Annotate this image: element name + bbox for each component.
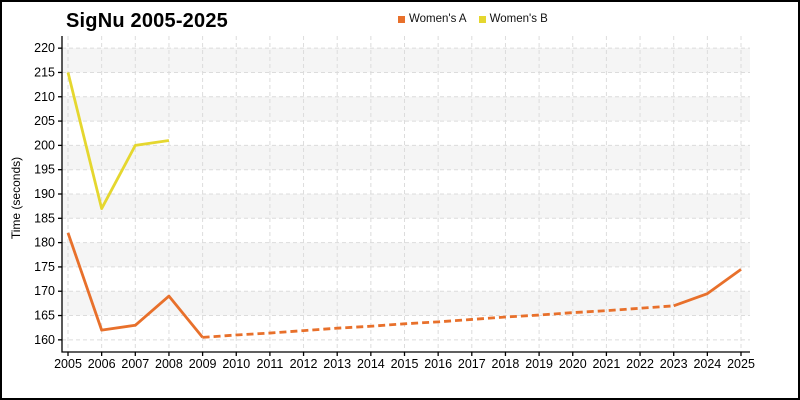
plot-band (62, 96, 750, 122)
legend-marker-womens-b (478, 15, 486, 23)
plot-band (62, 194, 750, 219)
plot-band (62, 242, 750, 267)
legend-label-womens-a: Women's A (409, 13, 467, 25)
y-tick-label: 200 (34, 138, 55, 152)
y-tick-label: 165 (34, 309, 55, 323)
x-tick-label: 2006 (88, 357, 116, 371)
y-tick-label: 160 (34, 333, 55, 347)
y-tick-label: 185 (34, 211, 55, 225)
x-tick-label: 2008 (155, 357, 183, 371)
x-tick-label: 2020 (559, 357, 587, 371)
x-tick-label: 2015 (391, 357, 419, 371)
legend-item-womens-b: Women's B (478, 13, 548, 25)
x-tick-label: 2023 (660, 357, 688, 371)
legend: Women's A Women's B (398, 13, 548, 25)
x-tick-label: 2017 (458, 357, 486, 371)
y-tick-label: 180 (34, 236, 55, 250)
x-tick-label: 2009 (189, 357, 217, 371)
x-tick-label: 2014 (357, 357, 385, 371)
x-tick-label: 2019 (525, 357, 553, 371)
x-tick-label: 2016 (424, 357, 452, 371)
y-tick-label: 190 (34, 187, 55, 201)
legend-marker-womens-a (398, 15, 405, 23)
series-line-women-s-b (66, 72, 170, 210)
plot-band (62, 48, 750, 73)
y-tick-label: 215 (34, 65, 55, 79)
x-tick-label: 2010 (222, 357, 250, 371)
x-tick-label: 2018 (492, 357, 520, 371)
plot-band (62, 145, 750, 170)
series-line-women-s-a (202, 304, 674, 339)
x-tick-label: 2012 (290, 357, 318, 371)
axis-lines (61, 36, 750, 353)
x-tick-label: 2022 (626, 357, 654, 371)
x-tick-label: 2025 (727, 357, 755, 371)
y-tick-label: 205 (34, 114, 55, 128)
x-tick-label: 2024 (693, 357, 721, 371)
y-tick-label: 220 (34, 41, 55, 55)
y-tick-label: 210 (34, 90, 55, 104)
x-tick-label: 2021 (592, 357, 620, 371)
series-line-women-s-a (673, 268, 742, 308)
y-tick-label: 170 (34, 284, 55, 298)
plot-band (62, 291, 750, 316)
x-tick-label: 2007 (121, 357, 149, 371)
x-tick-label: 2011 (256, 357, 283, 371)
series-line-women-s-a (66, 232, 204, 339)
x-tick-label: 2013 (323, 357, 351, 371)
chart-title: SigNu 2005-2025 (66, 10, 228, 32)
y-tick-label: 195 (34, 163, 55, 177)
x-tick-label: 2005 (54, 357, 82, 371)
legend-item-womens-a: Women's A (398, 13, 467, 25)
legend-label-womens-b: Women's B (489, 13, 548, 25)
y-tick-label: 175 (34, 260, 55, 274)
